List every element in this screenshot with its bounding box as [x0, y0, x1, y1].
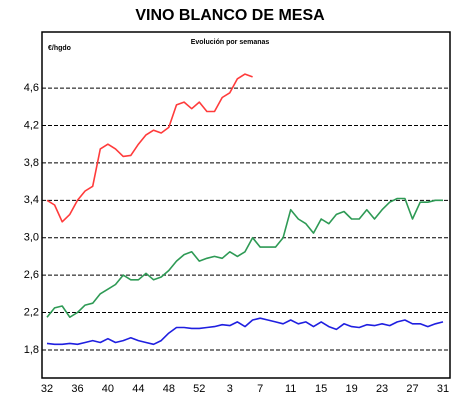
x-tick-label: 32	[41, 383, 53, 395]
x-tick-label: 19	[345, 383, 357, 395]
x-tick-label: 44	[132, 383, 144, 395]
y-tick-label: 3,0	[24, 232, 39, 244]
y-tick-label: 4,2	[24, 119, 39, 131]
x-tick-label: 7	[257, 383, 263, 395]
data-line	[46, 197, 443, 318]
x-tick-label: 27	[406, 383, 418, 395]
x-tick-label: 48	[163, 383, 175, 395]
x-tick-label: 36	[71, 383, 83, 395]
x-tick-label: 15	[315, 383, 327, 395]
x-tick-label: 40	[102, 383, 114, 395]
y-axis-label: €/hgdo	[48, 45, 71, 52]
x-tick-label: 11	[285, 383, 296, 395]
data-line	[46, 73, 253, 223]
y-tick-label: 3,8	[24, 157, 39, 169]
y-tick-label: 2,2	[24, 306, 39, 318]
plot-frame	[41, 31, 451, 379]
x-tick-label: 52	[193, 383, 205, 395]
y-tick-label: 1,8	[24, 344, 39, 356]
x-tick-label: 31	[437, 383, 449, 395]
y-tick-label: 3,4	[24, 194, 39, 206]
x-tick-label: 3	[227, 383, 233, 395]
y-tick-label: 4,6	[24, 82, 39, 94]
chart-subtitle: Evolución por semanas	[191, 39, 270, 46]
data-line	[46, 317, 444, 346]
y-tick-label: 2,6	[24, 269, 39, 281]
chart-title: VINO BLANCO DE MESA	[135, 7, 325, 24]
x-tick-label: 23	[376, 383, 388, 395]
